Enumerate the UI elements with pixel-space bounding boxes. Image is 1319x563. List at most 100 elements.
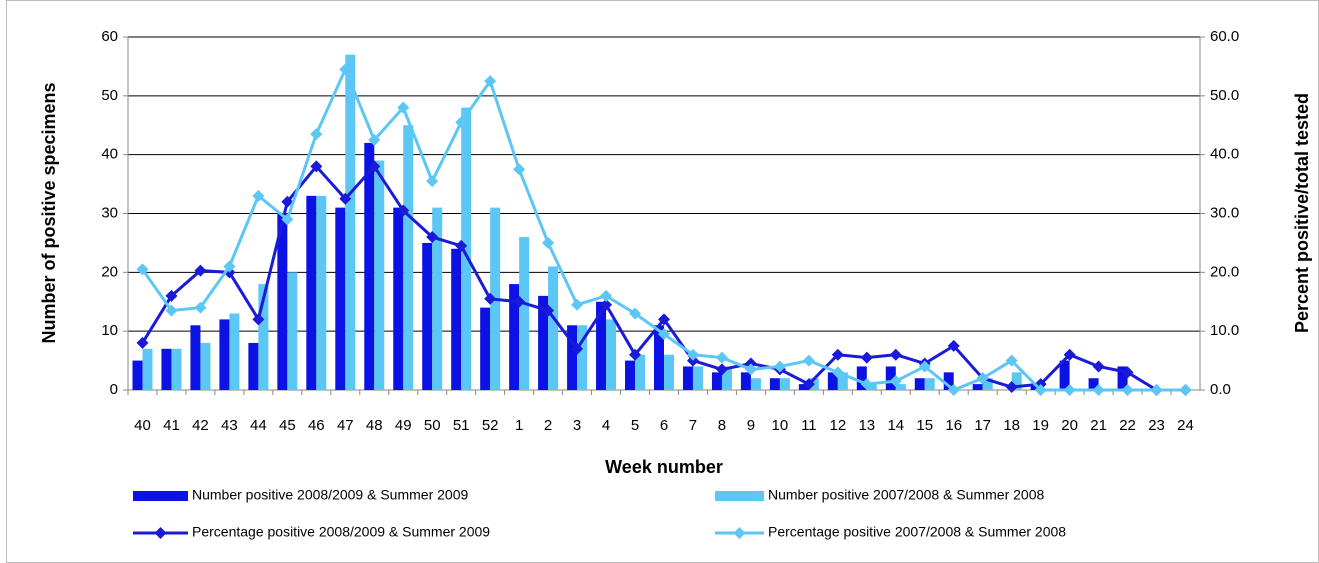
bar <box>548 266 559 390</box>
bar <box>190 325 201 390</box>
x-tick-label: 49 <box>395 417 412 434</box>
marker <box>658 328 670 341</box>
x-tick-label: 24 <box>1177 417 1194 434</box>
x-tick-label: 21 <box>1090 417 1107 434</box>
x-tick-label: 18 <box>1003 417 1020 434</box>
y2-tick-label: 40.0 <box>1210 146 1239 163</box>
marker <box>600 298 613 311</box>
bar <box>461 107 472 390</box>
marker <box>339 63 352 76</box>
legend-label: Percentage positive 2008/2009 & Summer 2… <box>192 524 490 540</box>
bar <box>596 301 607 390</box>
legend-label: Number positive 2007/2008 & Summer 2008 <box>768 487 1044 503</box>
bar <box>142 348 153 390</box>
marker <box>1034 384 1047 396</box>
bar <box>1011 372 1022 390</box>
x-tick-label: 44 <box>250 417 267 434</box>
marker <box>744 363 757 376</box>
x-tick-label: 1 <box>515 417 523 434</box>
marker <box>773 360 786 373</box>
bar <box>277 213 288 390</box>
marker <box>802 354 815 367</box>
marker <box>860 378 873 391</box>
bar <box>625 360 636 390</box>
marker <box>629 348 642 361</box>
x-tick-label: 15 <box>916 417 933 434</box>
bar <box>248 342 259 390</box>
y-tick-label: 20 <box>101 263 118 280</box>
bar <box>306 195 317 390</box>
bar <box>171 348 182 390</box>
bar <box>740 372 751 390</box>
marker <box>136 336 149 349</box>
marker <box>281 213 294 226</box>
x-tick-label: 23 <box>1148 417 1165 434</box>
bar <box>856 366 867 390</box>
marker <box>194 264 207 277</box>
bar <box>721 366 732 390</box>
marker <box>889 375 902 388</box>
bar <box>335 207 346 390</box>
y2-tick-label: 60.0 <box>1210 28 1239 45</box>
marker <box>686 348 699 361</box>
bar <box>364 142 375 390</box>
y2-tick-label: 50.0 <box>1210 87 1239 104</box>
bar <box>567 325 578 390</box>
x-tick-label: 12 <box>829 417 846 434</box>
bar <box>654 325 664 390</box>
bar <box>219 319 230 390</box>
bar <box>161 348 172 390</box>
bar <box>711 372 722 390</box>
x-tick-label: 46 <box>308 417 325 434</box>
x-tick-label: 47 <box>337 417 354 434</box>
legend-marker <box>154 527 167 539</box>
marker <box>831 366 844 379</box>
marker <box>1005 354 1018 367</box>
marker <box>1121 384 1134 396</box>
x-tick-label: 40 <box>134 417 151 434</box>
bar <box>403 125 414 390</box>
bar <box>1117 366 1128 390</box>
x-tick-label: 2 <box>544 417 552 434</box>
y-tick-label: 30 <box>101 204 118 221</box>
bar <box>538 295 549 390</box>
frame <box>6 0 1319 563</box>
bar <box>769 378 780 390</box>
y-tick-label: 60 <box>101 28 118 45</box>
x-tick-label: 48 <box>366 417 383 434</box>
marker <box>310 160 323 173</box>
marker <box>542 236 555 249</box>
marker <box>1121 366 1134 379</box>
marker <box>513 163 526 176</box>
x-tick-label: 7 <box>689 417 697 434</box>
x-tick-label: 4 <box>602 417 610 434</box>
bar <box>258 284 269 390</box>
bar <box>895 384 906 390</box>
marker <box>658 313 670 326</box>
y2-tick-label: 10.0 <box>1210 322 1239 339</box>
bar <box>885 366 896 390</box>
bar <box>287 272 298 390</box>
y-tick-label: 10 <box>101 322 118 339</box>
bar <box>924 378 935 390</box>
bar <box>837 372 848 390</box>
marker <box>1092 360 1105 373</box>
x-tick-label: 11 <box>801 417 817 434</box>
x-tick-label: 10 <box>772 417 789 434</box>
x-tick-label: 45 <box>279 417 296 434</box>
marker <box>165 289 178 302</box>
y2-axis-title: Percent positive/total tested <box>1292 93 1312 333</box>
x-tick-label: 20 <box>1061 417 1078 434</box>
y2-tick-label: 30.0 <box>1210 204 1239 221</box>
marker <box>1063 384 1076 396</box>
bar <box>827 372 838 390</box>
marker <box>397 204 410 217</box>
bar <box>635 354 646 390</box>
x-tick-label: 3 <box>573 417 581 434</box>
marker <box>426 175 439 188</box>
bar <box>509 284 520 390</box>
marker <box>513 295 526 308</box>
marker <box>1179 384 1192 396</box>
marker <box>715 351 728 364</box>
